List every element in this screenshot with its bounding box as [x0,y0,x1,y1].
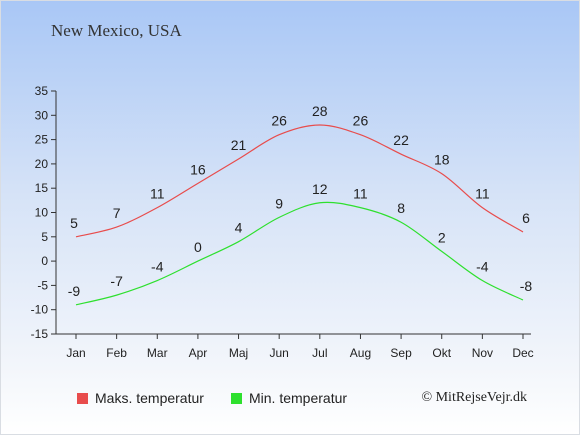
data-label: 22 [393,132,409,148]
legend-swatch-min [231,392,242,404]
x-tick-label: Jun [270,346,289,360]
legend-item-min: Min. temperatur [231,390,347,406]
data-label: 26 [353,113,369,129]
y-tick-label: 20 [35,157,49,171]
x-tick-label: Aug [350,346,371,360]
data-label: 9 [275,195,283,211]
data-label: 21 [231,137,247,153]
legend-swatch-max [77,392,88,404]
data-label: 4 [235,220,243,236]
chart-title: New Mexico, USA [51,21,182,40]
y-tick-label: 15 [35,181,49,195]
x-tick-label: Maj [229,346,248,360]
x-tick-label: Jul [312,346,327,360]
x-tick-label: Mar [147,346,168,360]
data-label: 28 [312,103,328,119]
data-label: 7 [113,205,121,221]
series-lines [75,124,524,306]
y-tick-label: 35 [35,84,49,98]
data-labels: 5 7 11 16 21 26 28 26 22 18 11 6 -9 -7 -4 0 4 9 12 11 8 2 -4 -8 [68,103,533,299]
data-label: 11 [150,186,165,202]
series-line-max [75,124,524,238]
data-label: 26 [271,113,287,129]
data-label: 12 [312,181,328,197]
x-tick-label: Dec [512,346,533,360]
data-label: -9 [68,283,81,299]
y-tick-label: -10 [31,303,49,317]
legend-label-max: Maks. temperatur [95,390,204,406]
y-tick-label: -15 [31,327,49,341]
data-label: 5 [70,215,78,231]
series-line-min [75,201,524,306]
x-tick-label: Jan [66,346,85,360]
x-tick-label: Sep [390,346,412,360]
y-tick-label: 25 [35,133,49,147]
x-tick-label: Feb [106,346,127,360]
data-label: 11 [353,186,368,202]
legend-label-min: Min. temperatur [249,390,348,406]
x-tick-label: Nov [472,346,493,360]
data-label: 8 [397,200,405,216]
data-label: 11 [475,186,490,202]
data-label: 18 [434,152,450,168]
data-label: -4 [151,259,164,275]
x-tick-label: Apr [189,346,208,360]
y-tick-label: 0 [41,254,48,268]
credit: © MitRejseVejr.dk [421,390,527,405]
data-label: -4 [476,259,489,275]
data-label: -8 [520,278,533,294]
data-label: 0 [194,239,202,255]
y-tick-label: -5 [37,278,48,292]
data-label: 6 [522,210,530,226]
data-label: -7 [110,273,123,289]
y-tick-label: 5 [41,230,48,244]
x-tick-label: Okt [432,346,451,360]
y-tick-label: 10 [35,206,49,220]
legend-item-max: Maks. temperatur [77,390,204,406]
y-tick-label: 30 [35,108,49,122]
data-label: 16 [190,161,206,177]
data-label: 2 [438,229,446,245]
